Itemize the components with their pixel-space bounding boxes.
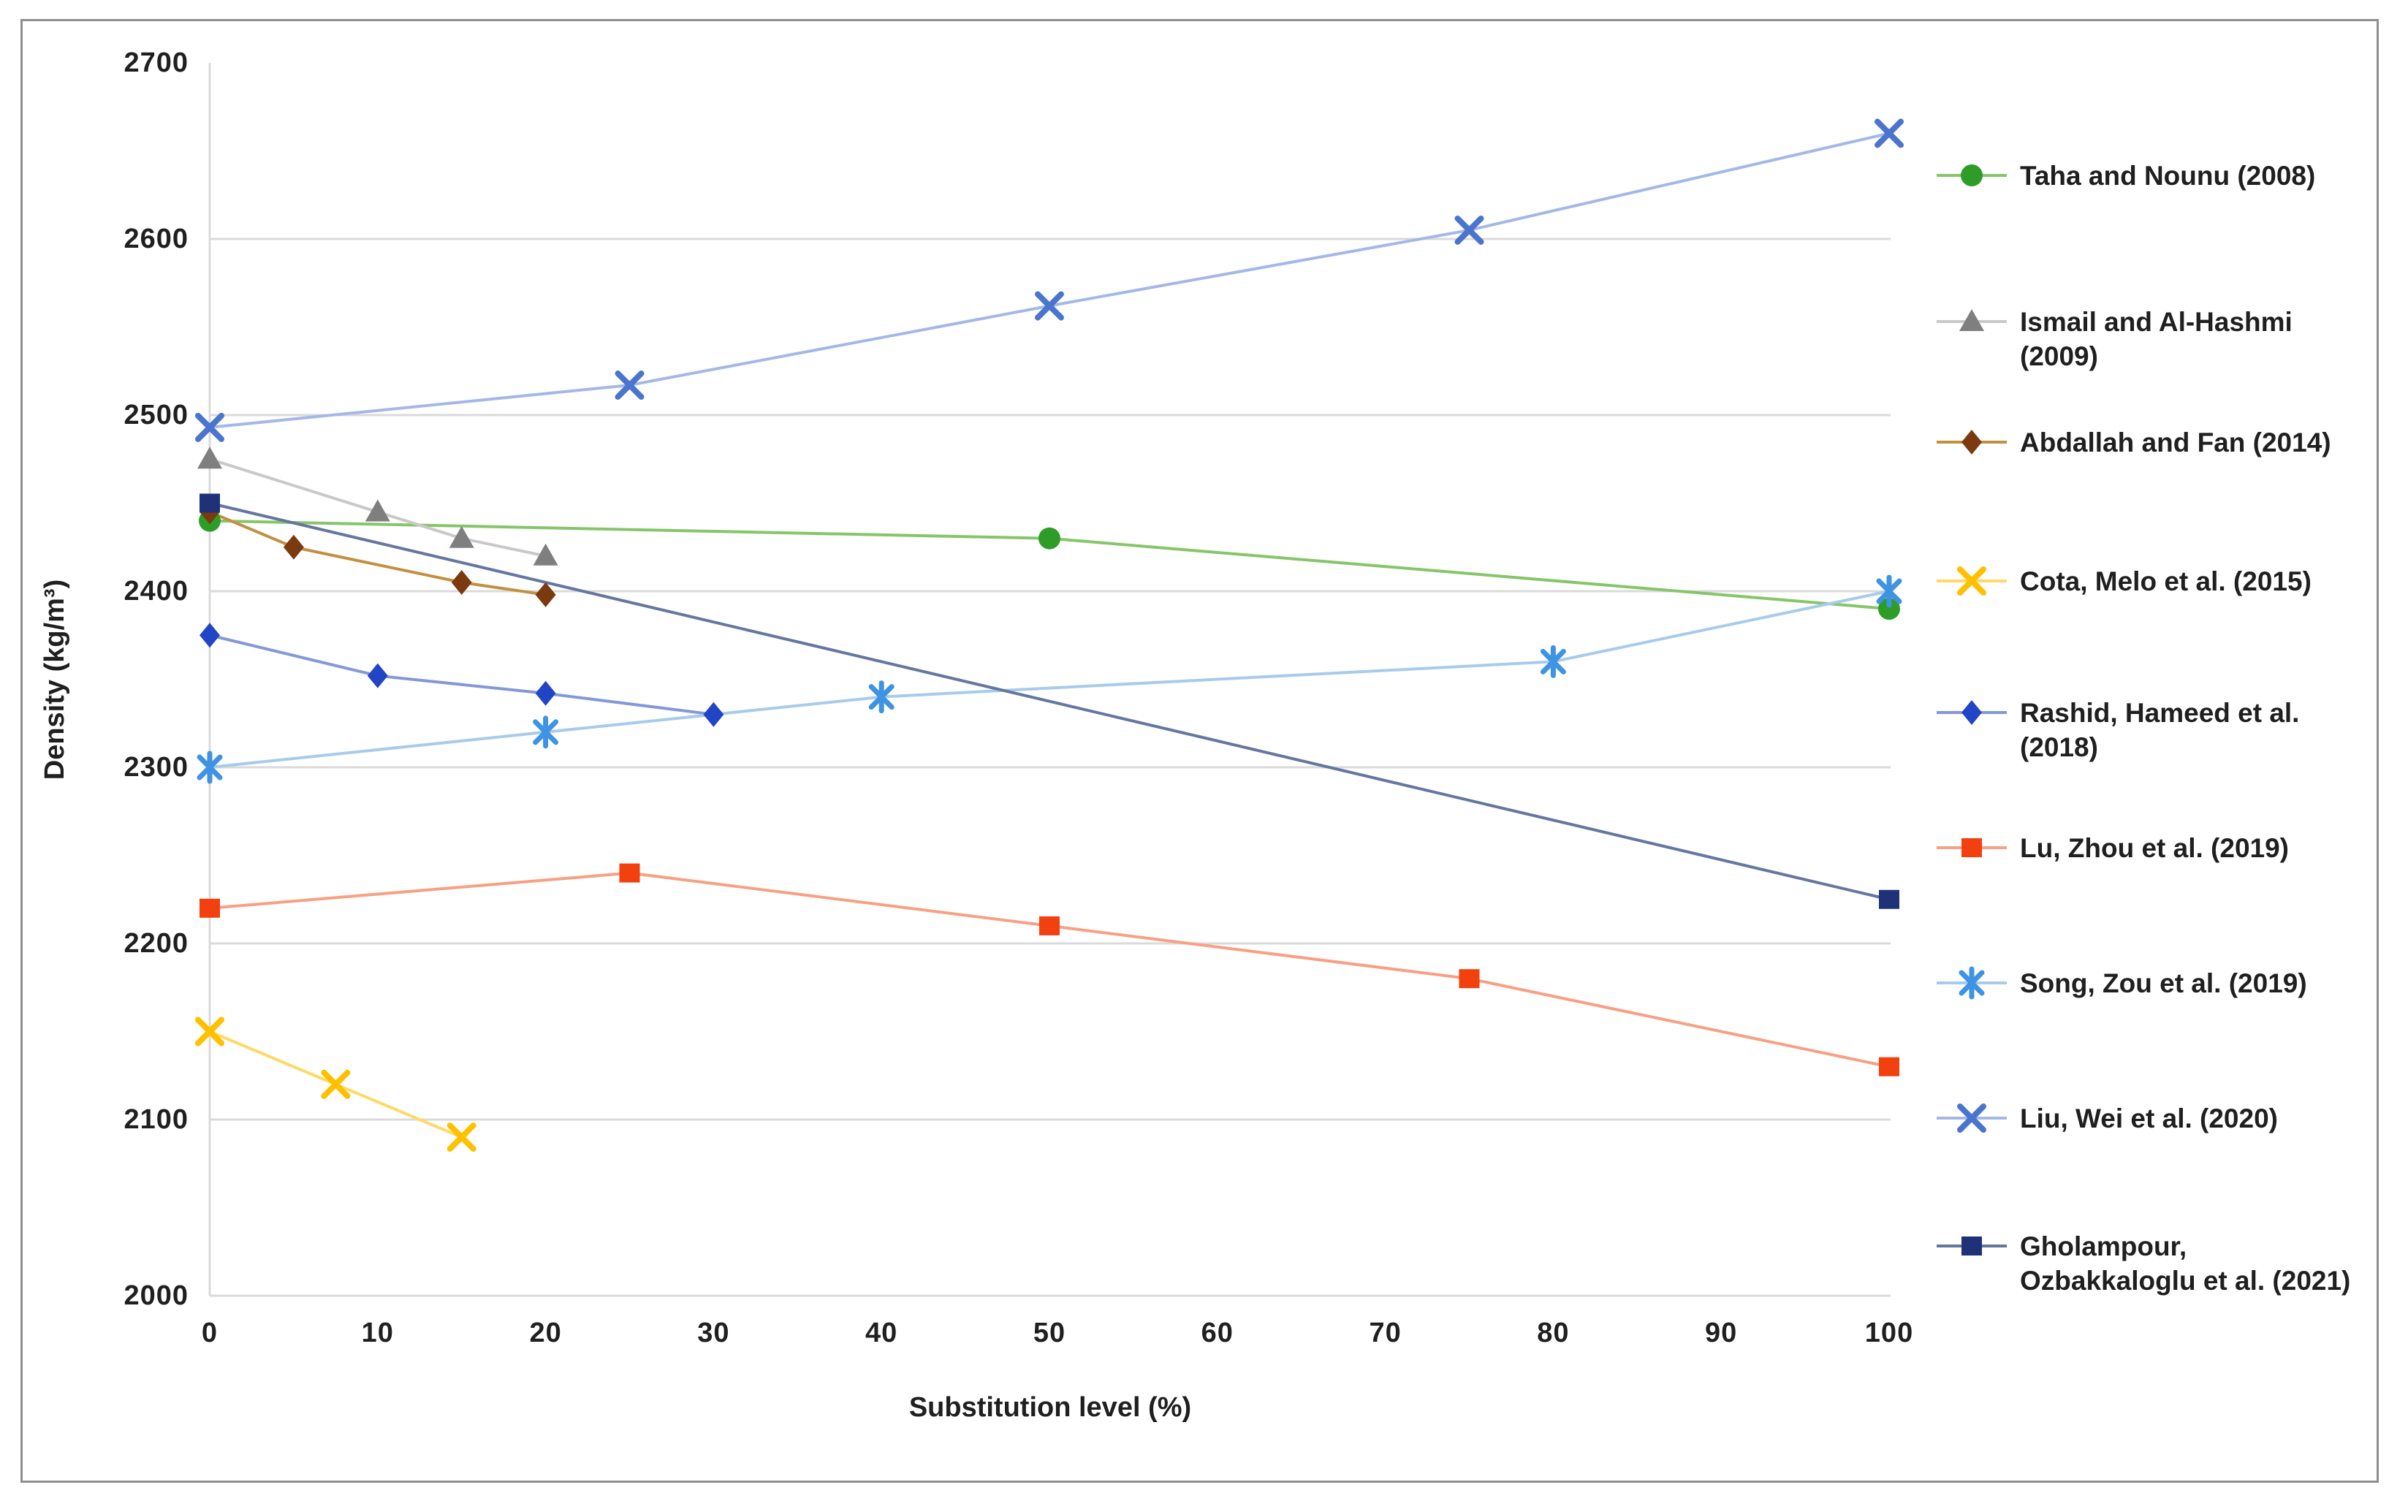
series-1-triangle-marker-icon (449, 525, 474, 548)
series-1-triangle-marker-icon (533, 543, 558, 566)
legend-marker (1935, 1101, 2008, 1136)
legend-item: Rashid, Hameed et al. (2018) (1935, 696, 2408, 764)
series-5-square-marker-icon (1459, 969, 1480, 989)
series-line-2 (209, 510, 546, 596)
legend-item: Abdallah and Fan (2014) (1935, 425, 2408, 460)
legend-item: Liu, Wei et al. (2020) (1935, 1101, 2408, 1136)
legend-item: Song, Zou et al. (2019) (1935, 966, 2408, 1000)
x-tick-label: 30 (697, 1318, 730, 1348)
series-4-diamond-marker-icon (367, 663, 388, 688)
series-3-x-marker-icon (321, 1069, 351, 1099)
legend-circle-marker-icon (1961, 164, 1983, 186)
legend-marker (1935, 831, 2008, 865)
series-line-8 (209, 501, 1890, 901)
series-5-square-marker-icon (1039, 916, 1060, 935)
series-4-diamond-marker-icon (535, 680, 556, 706)
y-tick-label: 2400 (124, 576, 189, 607)
series-6-star-marker-icon (1876, 574, 1902, 608)
series-7-x-marker-icon (195, 412, 224, 442)
y-tick-label: 2600 (124, 224, 189, 254)
legend-marker (1935, 966, 2008, 1000)
series-5-square-marker-icon (200, 898, 220, 918)
x-tick-label: 10 (361, 1318, 394, 1348)
legend-x-marker-icon (1957, 1103, 1986, 1133)
series-3-x-marker-icon (447, 1122, 476, 1152)
series-1-triangle-marker-icon (365, 499, 390, 522)
x-axis-title: Substitution level (%) (908, 1392, 1192, 1423)
legend-marker (1935, 305, 2008, 339)
x-tick-label: 90 (1705, 1318, 1738, 1348)
legend-label: Lu, Zhou et al. (2019) (2020, 833, 2289, 863)
legend-item: Ismail and Al-Hashmi (2009) (1935, 305, 2408, 373)
y-tick-label: 2200 (124, 928, 189, 959)
y-tick-label: 2500 (124, 400, 189, 430)
series-line-4 (209, 634, 714, 716)
legend-square-marker-icon (1961, 838, 1982, 857)
series-7-x-marker-icon (1454, 215, 1484, 245)
series-line-5 (209, 871, 1890, 1068)
legend-label: Taha and Nounu (2008) (2020, 161, 2316, 191)
legend-diamond-marker-icon (1961, 430, 1982, 455)
x-tick-label: 20 (529, 1318, 562, 1348)
series-5-square-marker-icon (1879, 1057, 1899, 1076)
y-tick-label: 2700 (124, 48, 189, 78)
series-line-6 (209, 590, 1890, 769)
legend-marker (1935, 564, 2008, 599)
series-7-x-marker-icon (615, 371, 645, 400)
legend-marker (1935, 1229, 2008, 1264)
legend-triangle-marker-icon (1959, 309, 1984, 331)
series-8-square-marker-icon (200, 493, 220, 513)
series-1-triangle-marker-icon (197, 447, 222, 469)
legend-marker (1935, 696, 2008, 730)
legend-item: Lu, Zhou et al. (2019) (1935, 831, 2408, 865)
series-4-diamond-marker-icon (200, 623, 220, 648)
legend-label: Rashid, Hameed et al. (2018) (2020, 698, 2300, 762)
y-tick-label: 2000 (124, 1280, 189, 1311)
legend-square-marker-icon (1961, 1236, 1982, 1255)
legend-item: Taha and Nounu (2008) (1935, 159, 2408, 193)
legend-label: Song, Zou et al. (2019) (2020, 968, 2307, 998)
series-6-star-marker-icon (533, 715, 559, 749)
series-8-square-marker-icon (1879, 889, 1899, 909)
series-6-star-marker-icon (1540, 645, 1566, 678)
series-5-square-marker-icon (619, 863, 640, 883)
series-4-diamond-marker-icon (703, 702, 724, 727)
series-line-7 (209, 132, 1890, 429)
x-tick-label: 40 (865, 1318, 898, 1348)
x-tick-label: 50 (1033, 1318, 1066, 1348)
series-7-x-marker-icon (1875, 118, 1904, 148)
legend-label: Cota, Melo et al. (2015) (2020, 566, 2312, 596)
series-7-x-marker-icon (1035, 291, 1064, 321)
legend-label: Abdallah and Fan (2014) (2020, 428, 2331, 457)
y-tick-label: 2300 (124, 752, 189, 783)
legend-x-marker-icon (1957, 566, 1986, 596)
x-tick-label: 70 (1369, 1318, 1402, 1348)
x-tick-label: 80 (1537, 1318, 1570, 1348)
legend-label: Gholampour, Ozbakkaloglu et al. (2021) (2020, 1231, 2351, 1296)
series-2-diamond-marker-icon (283, 534, 304, 560)
series-2-diamond-marker-icon (535, 582, 556, 607)
legend-item: Gholampour, Ozbakkaloglu et al. (2021) (1935, 1229, 2408, 1298)
legend-marker (1935, 425, 2008, 460)
x-tick-label: 60 (1201, 1318, 1234, 1348)
series-6-star-marker-icon (197, 751, 223, 784)
y-tick-label: 2100 (124, 1104, 189, 1135)
legend-diamond-marker-icon (1961, 700, 1982, 725)
series-2-diamond-marker-icon (451, 569, 472, 595)
series-0-circle-marker-icon (1038, 527, 1060, 550)
legend-label: Ismail and Al-Hashmi (2009) (2020, 307, 2293, 371)
legend-star-marker-icon (1959, 966, 1985, 1000)
series-3-x-marker-icon (195, 1017, 224, 1046)
series-6-star-marker-icon (868, 680, 895, 714)
x-tick-label: 100 (1864, 1318, 1914, 1348)
legend-item: Cota, Melo et al. (2015) (1935, 564, 2408, 599)
series-line-1 (209, 457, 547, 558)
legend-label: Liu, Wei et al. (2020) (2020, 1103, 2278, 1133)
y-axis-title: Density (kg/m³) (39, 579, 70, 780)
x-tick-label: 0 (201, 1318, 219, 1348)
series-0-circle-marker-icon (1878, 598, 1900, 620)
legend-marker (1935, 159, 2008, 193)
